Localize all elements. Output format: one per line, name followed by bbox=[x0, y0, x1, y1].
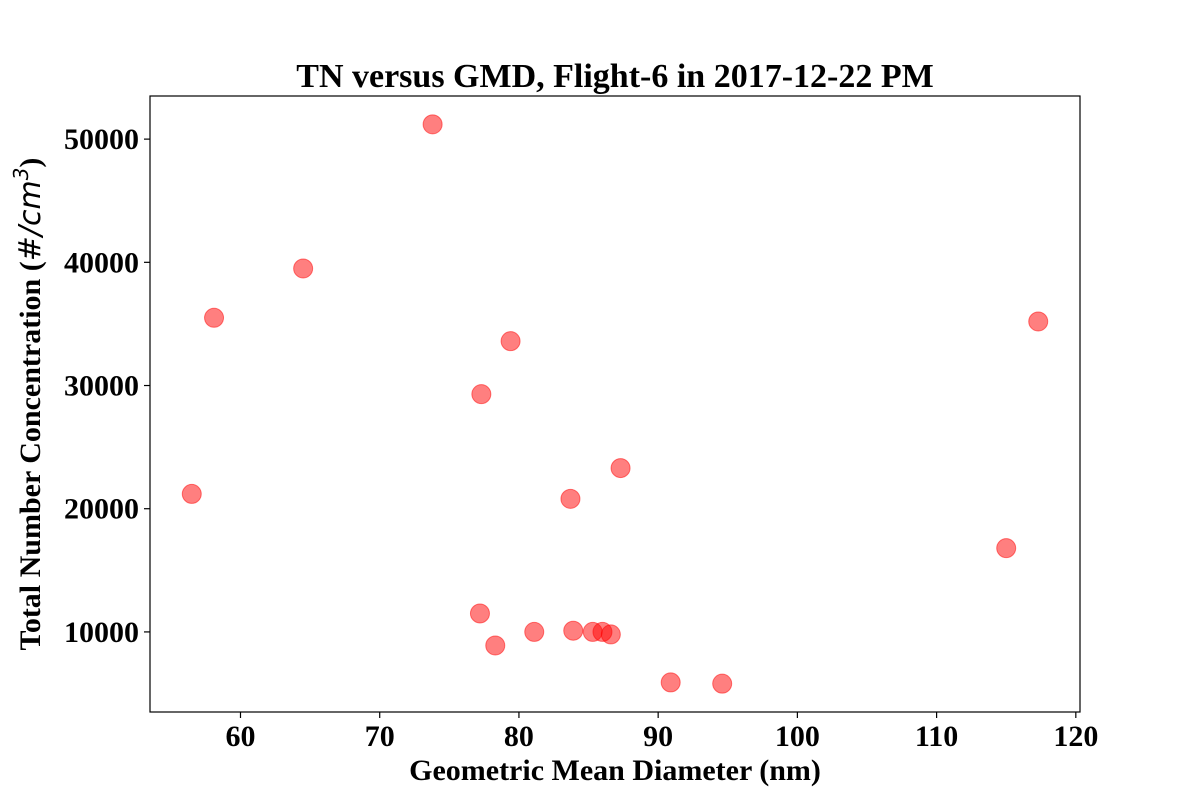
y-tick-label: 50000 bbox=[64, 123, 139, 156]
data-point bbox=[560, 488, 581, 509]
y-axis-label-main: Total Number Concentration ( bbox=[14, 261, 47, 650]
x-tick-label: 60 bbox=[225, 720, 255, 753]
data-point bbox=[485, 635, 506, 656]
chart-title: TN versus GMD, Flight-6 in 2017-12-22 PM bbox=[296, 58, 933, 95]
data-point bbox=[610, 458, 631, 479]
data-point bbox=[1028, 311, 1049, 332]
x-tick-label: 100 bbox=[775, 720, 820, 753]
data-point bbox=[471, 384, 492, 405]
data-point bbox=[500, 331, 521, 352]
data-point bbox=[996, 538, 1017, 559]
data-point bbox=[204, 307, 225, 328]
y-axis: 10000 20000 30000 40000 50000 bbox=[64, 123, 150, 649]
y-axis-label-unit: #/cm bbox=[13, 180, 48, 261]
data-point bbox=[660, 672, 681, 693]
y-axis-label-close: ) bbox=[14, 158, 47, 168]
x-tick-label: 80 bbox=[504, 720, 534, 753]
data-point bbox=[181, 483, 202, 504]
y-tick-label: 40000 bbox=[64, 246, 139, 279]
x-axis-label: Geometric Mean Diameter (nm) bbox=[409, 754, 821, 787]
y-tick-label: 20000 bbox=[64, 493, 139, 526]
data-point bbox=[293, 258, 314, 279]
y-axis-label-sup: 3 bbox=[9, 168, 33, 181]
x-tick-label: 90 bbox=[643, 720, 673, 753]
data-point bbox=[563, 620, 584, 641]
plot-frame bbox=[149, 95, 1081, 713]
data-point bbox=[469, 603, 490, 624]
x-tick-label: 120 bbox=[1053, 720, 1098, 753]
x-axis: 60 70 80 90 100 110 120 bbox=[225, 712, 1098, 753]
y-tick-label: 10000 bbox=[64, 616, 139, 649]
data-point bbox=[524, 621, 545, 642]
data-point bbox=[600, 624, 621, 645]
data-point bbox=[422, 114, 443, 135]
x-tick-label: 110 bbox=[915, 720, 958, 753]
y-tick-label: 30000 bbox=[64, 370, 139, 403]
x-tick-label: 70 bbox=[365, 720, 395, 753]
data-points bbox=[181, 114, 1049, 694]
y-axis-label: Total Number Concentration (#/cm3) bbox=[9, 158, 48, 651]
data-point bbox=[712, 673, 733, 694]
